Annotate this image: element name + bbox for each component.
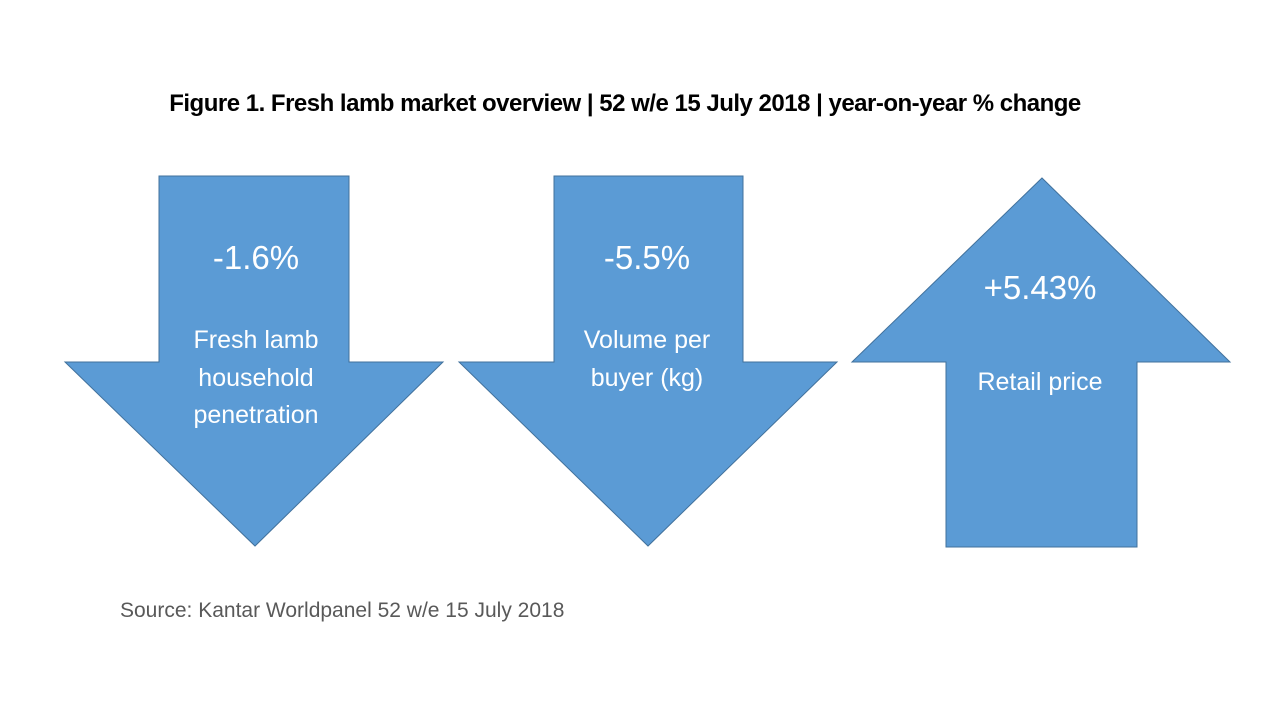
- arrow-household-penetration: -1.6% Fresh lamb household penetration: [63, 175, 445, 547]
- arrow-value: -1.6%: [213, 239, 299, 276]
- up-arrow-shape: [850, 177, 1232, 548]
- down-arrow-shape: [63, 175, 445, 547]
- arrow-label-line: Fresh lamb: [193, 326, 318, 354]
- arrow-label-line: household: [198, 364, 313, 392]
- arrow-volume-per-buyer: -5.5% Volume per buyer (kg): [457, 175, 839, 547]
- arrow-label-line: penetration: [193, 401, 318, 429]
- figure-title: Figure 1. Fresh lamb market overview | 5…: [169, 90, 1081, 117]
- arrow-label-line: Retail price: [977, 368, 1102, 396]
- arrow-retail-price: +5.43% Retail price: [850, 177, 1232, 548]
- down-arrow-shape: [457, 175, 839, 547]
- arrow-label-line: Volume per: [584, 326, 710, 354]
- arrow-value: +5.43%: [984, 269, 1097, 306]
- source-note: Source: Kantar Worldpanel 52 w/e 15 July…: [120, 599, 565, 622]
- arrow-label-line: buyer (kg): [591, 364, 704, 392]
- arrow-value: -5.5%: [604, 239, 690, 276]
